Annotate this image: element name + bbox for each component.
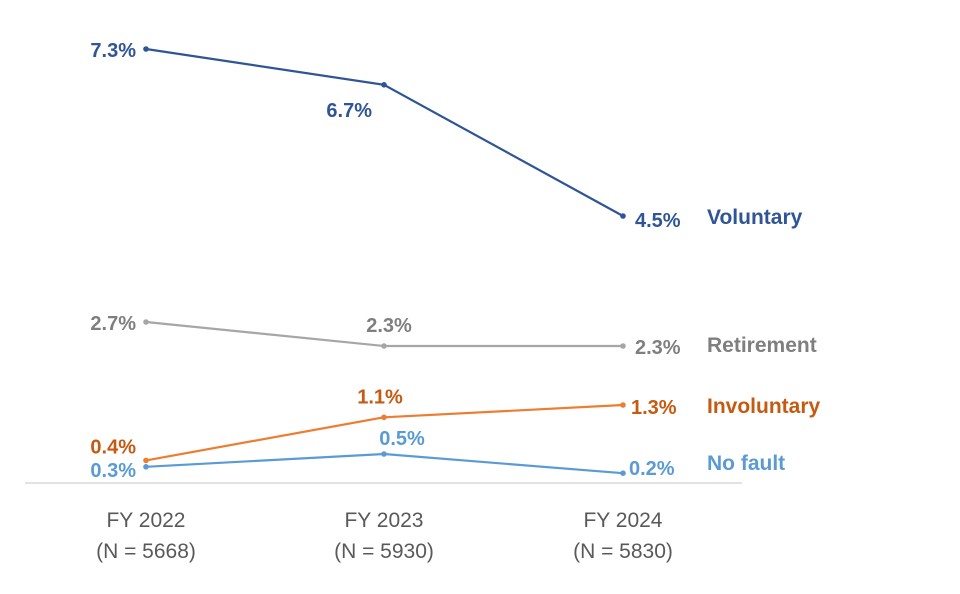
data-label: 0.4% [90,436,136,458]
data-point [620,213,626,219]
series-line-voluntary [145,47,624,217]
x-tick-sublabel: (N = 5830) [573,540,673,563]
data-label: 1.3% [631,397,677,419]
series-involuntary: 0.4% 1.1% 1.3% Involuntary [90,386,821,464]
x-tick-label: FY 2024 [583,509,662,532]
series-name-label: Involuntary [707,395,821,418]
data-label: 0.5% [379,428,425,450]
category-axis-labels: FY 2022 (N = 5668) FY 2023 (N = 5930) FY 202… [96,509,673,563]
data-point [381,451,387,457]
data-point [620,402,626,408]
data-point [620,470,626,477]
data-label: 1.1% [357,386,403,408]
data-label: 4.5% [635,210,681,232]
series-line-no-fault [145,452,624,475]
data-point [143,46,149,52]
data-label: 7.3% [90,40,136,62]
data-label: 6.7% [326,100,372,122]
x-tick-sublabel: (N = 5930) [334,540,434,563]
data-point [381,343,387,349]
x-tick-label: FY 2022 [106,509,185,532]
data-label: 2.7% [90,313,136,335]
data-point [143,457,149,464]
series-no-fault: 0.3% 0.5% 0.2% No fault [90,428,785,482]
series-name-label: Voluntary [707,206,803,229]
series-name-label: No fault [707,452,785,475]
data-point [381,82,387,88]
series-retirement: 2.7% 2.3% 2.3% Retirement [90,313,816,359]
data-point [381,414,387,421]
data-point [620,343,626,349]
x-tick-sublabel: (N = 5668) [96,540,196,563]
series-voluntary: 7.3% 6.7% 4.5% Voluntary [90,40,802,232]
data-label: 2.3% [366,315,412,337]
series-layer: 7.3% 6.7% 4.5% Voluntary 2.7% 2.3% 2.3% Retirem… [90,40,820,482]
data-point [143,464,149,470]
data-point [143,319,149,325]
data-label: 0.2% [629,458,675,480]
data-label: 2.3% [635,337,681,359]
x-tick-label: FY 2023 [344,509,423,532]
data-label: 0.3% [90,460,136,482]
series-name-label: Retirement [707,334,817,357]
